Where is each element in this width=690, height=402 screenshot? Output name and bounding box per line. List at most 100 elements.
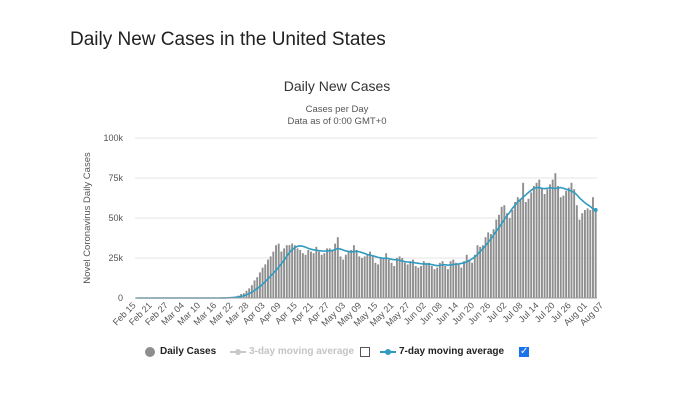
bar: [336, 237, 339, 298]
bar: [355, 250, 358, 298]
bar: [382, 258, 385, 298]
bar: [352, 245, 355, 298]
bar: [559, 197, 562, 298]
bar: [573, 189, 576, 298]
bar: [334, 243, 337, 298]
bar: [449, 261, 452, 298]
bar: [318, 251, 320, 298]
legend-item-7-day-average[interactable]: 7-day moving average: [380, 345, 530, 359]
bar: [473, 254, 476, 298]
bar: [532, 186, 535, 298]
bar: [441, 261, 444, 298]
bar: [567, 187, 570, 298]
bar: [253, 280, 256, 298]
bar: [581, 213, 584, 298]
bar: [277, 243, 280, 298]
chart-subtitle-date: Data as of 0:00 GMT+0: [287, 116, 386, 127]
bar: [363, 256, 366, 298]
bar: [425, 262, 428, 298]
bar: [409, 261, 412, 298]
bar: [371, 256, 374, 298]
bar: [592, 197, 594, 298]
bar: [339, 256, 342, 298]
bar: [261, 267, 264, 298]
bar: [272, 251, 275, 298]
bar: [541, 187, 543, 298]
legend-item-3-day-average[interactable]: 3-day moving average: [230, 346, 371, 357]
bar: [342, 259, 345, 298]
bar: [519, 198, 522, 298]
bar: [452, 259, 455, 298]
bar: [498, 214, 500, 298]
bar: [331, 250, 334, 298]
bar: [430, 266, 433, 298]
bar: [546, 189, 549, 298]
bar: [374, 262, 377, 298]
bar: [594, 211, 597, 298]
bar: [275, 245, 277, 298]
bar: [347, 251, 350, 298]
bar: [583, 210, 586, 298]
3-day-line-icon: [230, 348, 246, 355]
bar: [404, 262, 406, 298]
bar: [422, 261, 425, 298]
legend-label-ma3: 3-day moving average: [249, 346, 355, 357]
bar: [463, 261, 465, 298]
y-axis-label: Novel Coronavirus Daily Cases: [82, 152, 93, 284]
series-end-point: [593, 208, 598, 212]
bar: [420, 266, 422, 298]
bar: [285, 245, 288, 298]
bar: [535, 182, 538, 298]
bar: [479, 246, 482, 298]
bar: [358, 256, 361, 298]
legend-label-ma7: 7-day moving average: [399, 346, 505, 357]
bar: [455, 262, 457, 298]
bar: [361, 258, 363, 298]
bar: [586, 208, 589, 298]
bar: [350, 250, 353, 298]
bar: [578, 219, 581, 298]
ma7-checkbox[interactable]: [519, 345, 530, 359]
bar: [344, 254, 347, 298]
bar: [511, 210, 514, 298]
chart-title: Daily New Cases: [284, 78, 391, 94]
bar: [506, 213, 508, 298]
bar: [299, 250, 302, 298]
bar: [310, 251, 312, 298]
bar: [444, 266, 447, 298]
bar: [589, 210, 592, 298]
bar: [417, 267, 420, 298]
y-tick-label: 100k: [103, 133, 123, 143]
bar: [522, 182, 525, 298]
bar: [328, 248, 331, 298]
bar: [484, 237, 487, 298]
bar: [527, 198, 530, 298]
ma3-checkbox[interactable]: [360, 346, 371, 357]
bar: [500, 206, 503, 298]
bar: [492, 229, 495, 298]
y-tick-label: 50k: [108, 213, 123, 223]
bar: [538, 179, 541, 298]
bar: [269, 256, 272, 298]
bar: [457, 264, 460, 298]
bar: [293, 245, 296, 298]
bar: [406, 264, 409, 298]
bar: [283, 248, 286, 298]
bar: [433, 269, 436, 298]
bar: [280, 251, 283, 298]
y-tick-label: 0: [118, 293, 123, 303]
bar: [530, 192, 533, 298]
bar: [304, 254, 307, 298]
bar: [446, 269, 449, 298]
bar: [514, 202, 517, 298]
bar: [315, 246, 318, 298]
legend-item-daily-cases[interactable]: Daily Cases: [145, 346, 216, 357]
bar: [549, 184, 551, 298]
bar: [320, 254, 323, 298]
bar: [516, 197, 519, 298]
bar: [551, 179, 554, 298]
bar: [288, 245, 291, 298]
bar: [468, 259, 471, 298]
bar: [312, 253, 315, 298]
legend-label-daily: Daily Cases: [160, 346, 217, 357]
